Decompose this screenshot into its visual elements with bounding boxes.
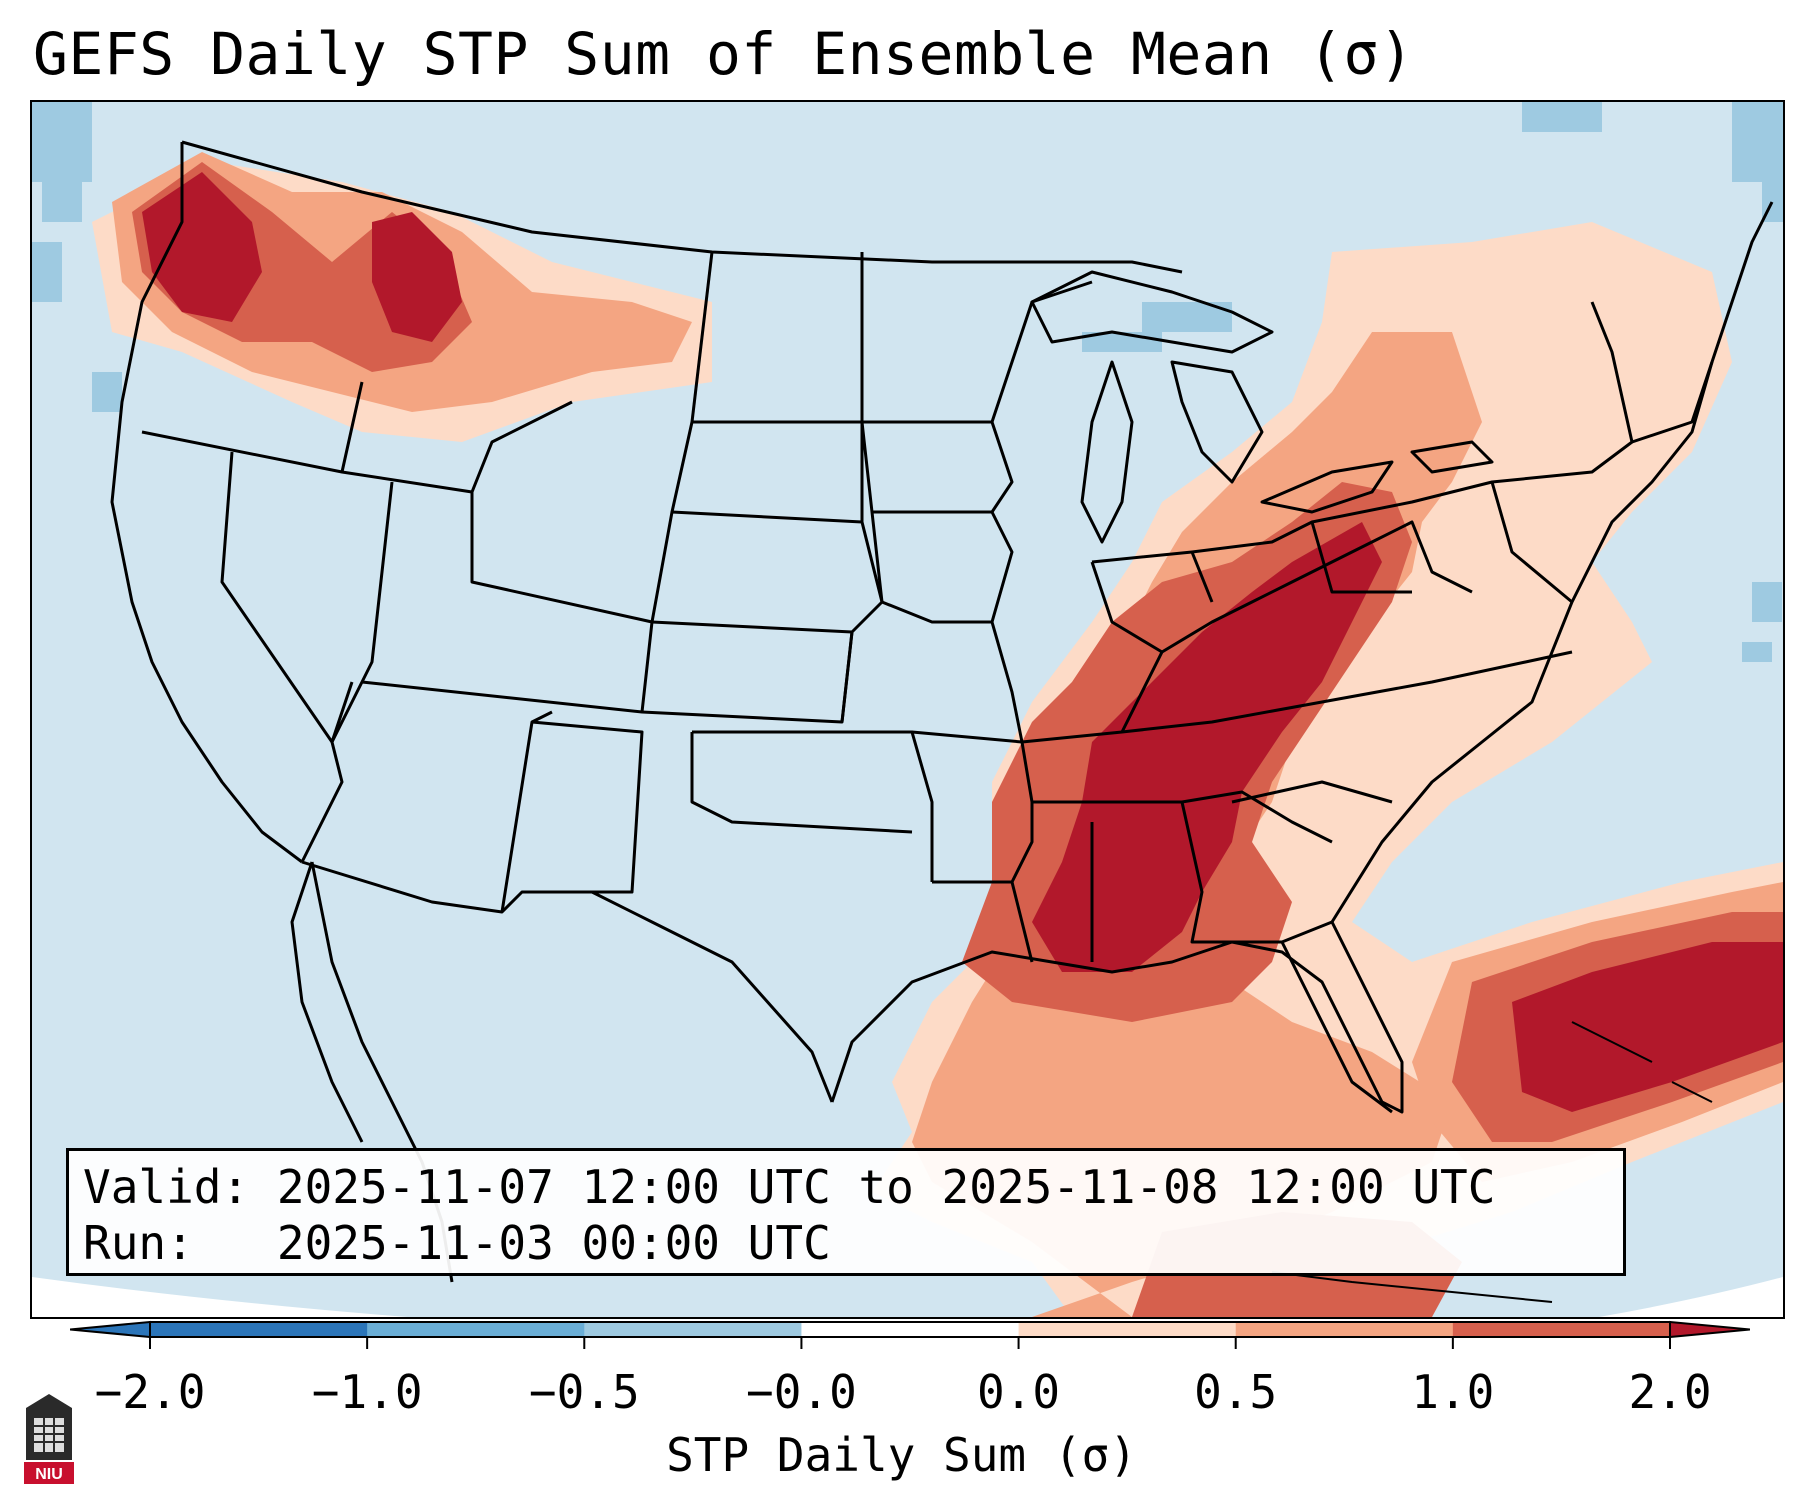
colorbar-extend-high — [1669, 1320, 1750, 1339]
map-panel — [30, 100, 1785, 1319]
colorbar-extend-low — [70, 1320, 151, 1339]
valid-run-info-box: Valid: 2025-11-07 12:00 UTC to 2025-11-0… — [66, 1148, 1626, 1276]
colorbar-segment — [1452, 1322, 1671, 1337]
projection-edge-left — [32, 1277, 408, 1317]
colorbar-label: STP Daily Sum (σ) — [666, 1428, 1137, 1482]
positive-anomaly-max — [142, 172, 1783, 1112]
projection-edge-right — [1598, 1277, 1783, 1317]
run-value: 2025-11-03 00:00 UTC — [276, 1216, 831, 1270]
logo-text: NIU — [35, 1466, 63, 1483]
colorbar-segment — [1018, 1322, 1237, 1337]
colorbar-segment — [367, 1322, 585, 1337]
map-title: GEFS Daily STP Sum of Ensemble Mean (σ) — [33, 20, 1415, 88]
colorbar-segment — [584, 1322, 802, 1337]
colorbar-tick-label: −0.5 — [528, 1365, 640, 1419]
colorbar-tick-label: 0.0 — [977, 1365, 1061, 1419]
state-borders — [110, 140, 1774, 1303]
colorbar-tick-label: 0.5 — [1194, 1365, 1278, 1419]
colorbar-segment — [801, 1322, 1020, 1337]
colorbar-segment — [150, 1322, 368, 1337]
map-svg — [32, 102, 1783, 1317]
run-label: Run: — [83, 1216, 194, 1270]
colorbar-tick-label: 1.0 — [1411, 1365, 1495, 1419]
valid-label: Valid: — [83, 1160, 250, 1214]
colorbar-tick-label: −0.0 — [746, 1365, 857, 1419]
colorbar-tick-label: −2.0 — [94, 1365, 206, 1419]
colorbar-segment — [1235, 1322, 1454, 1337]
colorbar-tick-label: 2.0 — [1628, 1365, 1712, 1419]
colorbar — [70, 1320, 1750, 1349]
colorbar-tick-label: −1.0 — [311, 1365, 423, 1419]
valid-value: 2025-11-07 12:00 UTC to 2025-11-08 12:00… — [276, 1160, 1496, 1214]
niu-logo: NIU — [24, 1394, 74, 1484]
